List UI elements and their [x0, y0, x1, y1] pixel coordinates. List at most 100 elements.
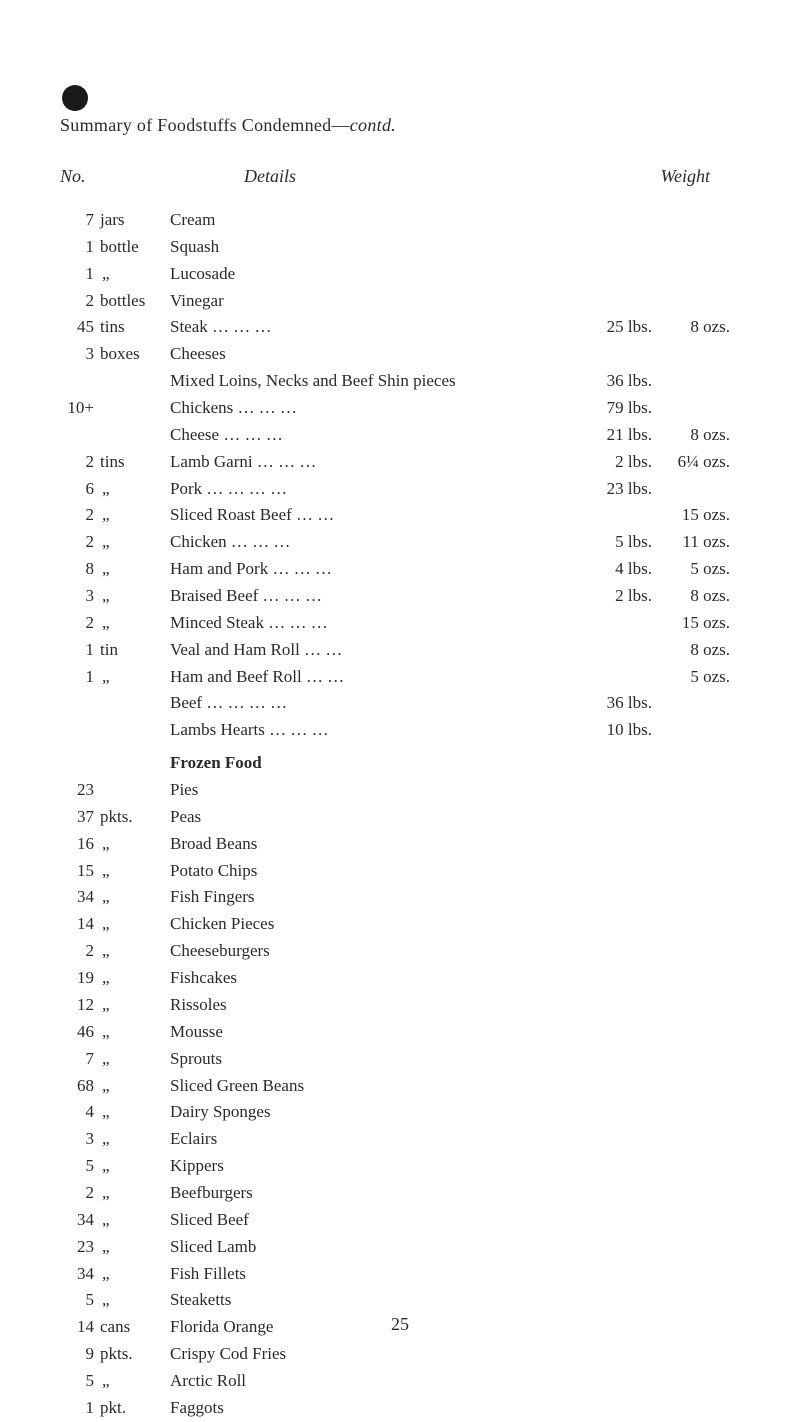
- table-row: 68„Sliced Green Beans: [60, 1073, 730, 1100]
- bullet-decoration: [62, 85, 88, 111]
- table-row: 5„Arctic Roll: [60, 1368, 730, 1395]
- cell-qty: 4: [60, 1099, 100, 1126]
- cell-unit: jars: [100, 207, 170, 234]
- cell-qty: 3: [60, 1126, 100, 1153]
- cell-ozs: 8 ozs.: [652, 422, 730, 449]
- cell-unit: „: [100, 1287, 170, 1314]
- cell-details: Kippers: [170, 1153, 730, 1180]
- cell-lbs: 4 lbs.: [572, 556, 652, 583]
- table-row: 8„Ham and Pork … … …4 lbs.5 ozs.: [60, 556, 730, 583]
- cell-details: Ham and Beef Roll … …: [170, 664, 572, 691]
- cell-qty: 68: [60, 1073, 100, 1100]
- table-row: Mixed Loins, Necks and Beef Shin pieces3…: [60, 368, 730, 395]
- cell-qty: 10+: [60, 395, 100, 422]
- cell-details: Beefburgers: [170, 1180, 730, 1207]
- table-row: 1tinVeal and Ham Roll … …8 ozs.: [60, 637, 730, 664]
- table-row: 45tinsSteak … … …25 lbs.8 ozs.: [60, 314, 730, 341]
- table-row: 2„Sliced Roast Beef … …15 ozs.: [60, 502, 730, 529]
- cell-details: Steak … … …: [170, 314, 572, 341]
- cell-details: Fishcakes: [170, 965, 730, 992]
- table-row: Beef … … … …36 lbs.: [60, 690, 730, 717]
- cell-details: Lucosade: [170, 261, 572, 288]
- cell-lbs: 10 lbs.: [572, 717, 652, 744]
- cell-qty: 2: [60, 938, 100, 965]
- table-row: 34„Sliced Beef: [60, 1207, 730, 1234]
- cell-unit: „: [100, 1368, 170, 1395]
- table-row: 19„Fishcakes: [60, 965, 730, 992]
- cell-qty: 2: [60, 288, 100, 315]
- table-row: 1bottleSquash: [60, 234, 730, 261]
- frozen-food-heading: Frozen Food: [170, 750, 730, 777]
- cell-qty: 16: [60, 831, 100, 858]
- title-text: Summary of Foodstuffs Condemned—: [60, 115, 350, 135]
- cell-unit: „: [100, 1073, 170, 1100]
- cell-unit: „: [100, 610, 170, 637]
- cell-details: Lamb Garni … … …: [170, 449, 572, 476]
- cell-details: Chicken … … …: [170, 529, 572, 556]
- cell-details: Braised Beef … … …: [170, 583, 572, 610]
- table-row: 3boxesCheeses: [60, 341, 730, 368]
- table-row: 2„Beefburgers: [60, 1180, 730, 1207]
- cell-details: Ham and Pork … … …: [170, 556, 572, 583]
- cell-qty: 2: [60, 529, 100, 556]
- cell-lbs: 2 lbs.: [572, 583, 652, 610]
- table-row: 2„Cheeseburgers: [60, 938, 730, 965]
- cell-qty: 5: [60, 1153, 100, 1180]
- cell-details: Mousse: [170, 1019, 730, 1046]
- cell-details: Fish Fillets: [170, 1261, 730, 1288]
- cell-details: Chicken Pieces: [170, 911, 730, 938]
- cell-qty: 2: [60, 502, 100, 529]
- cell-lbs: 2 lbs.: [572, 449, 652, 476]
- table-row: 9pkts.Crispy Cod Fries: [60, 1341, 730, 1368]
- cell-unit: „: [100, 529, 170, 556]
- cell-details: Vinegar: [170, 288, 572, 315]
- cell-unit: „: [100, 1099, 170, 1126]
- cell-unit: „: [100, 992, 170, 1019]
- cell-details: Cream: [170, 207, 572, 234]
- table-row: 5„Steaketts: [60, 1287, 730, 1314]
- table-row: 14„Chicken Pieces: [60, 911, 730, 938]
- cell-qty: 45: [60, 314, 100, 341]
- cell-unit: „: [100, 965, 170, 992]
- cell-qty: 6: [60, 476, 100, 503]
- table-row: 1pkt.Faggots: [60, 1395, 730, 1422]
- cell-details: Potato Chips: [170, 858, 730, 885]
- cell-unit: „: [100, 664, 170, 691]
- cell-qty: 7: [60, 207, 100, 234]
- cell-qty: 1: [60, 664, 100, 691]
- table-row: 37pkts.Peas: [60, 804, 730, 831]
- cell-unit: tins: [100, 314, 170, 341]
- cell-qty: 1: [60, 637, 100, 664]
- cell-qty: 14: [60, 911, 100, 938]
- table-header: No. Details Weight: [60, 166, 730, 187]
- cell-details: Eclairs: [170, 1126, 730, 1153]
- cell-details: Cheeseburgers: [170, 938, 730, 965]
- cell-unit: „: [100, 1234, 170, 1261]
- cell-unit: „: [100, 1207, 170, 1234]
- header-no: No.: [60, 166, 110, 187]
- cell-unit: „: [100, 583, 170, 610]
- cell-details: Sliced Lamb: [170, 1234, 730, 1261]
- cell-details: Sliced Beef: [170, 1207, 730, 1234]
- table-row: 2tinsLamb Garni … … …2 lbs.6¼ ozs.: [60, 449, 730, 476]
- cell-unit: „: [100, 1153, 170, 1180]
- cell-ozs: 6¼ ozs.: [652, 449, 730, 476]
- cell-ozs: 5 ozs.: [652, 556, 730, 583]
- table-row: 34„Fish Fingers: [60, 884, 730, 911]
- cell-qty: 1: [60, 261, 100, 288]
- cell-details: Pork … … … …: [170, 476, 572, 503]
- cell-details: Cheese … … …: [170, 422, 572, 449]
- cell-qty: 5: [60, 1368, 100, 1395]
- table-row: 46„Mousse: [60, 1019, 730, 1046]
- header-weight: Weight: [430, 166, 730, 187]
- cell-details: Mixed Loins, Necks and Beef Shin pieces: [170, 368, 572, 395]
- cell-unit: „: [100, 1180, 170, 1207]
- table-row: Lambs Hearts … … …10 lbs.: [60, 717, 730, 744]
- table-row: 34„Fish Fillets: [60, 1261, 730, 1288]
- cell-unit: pkts.: [100, 804, 170, 831]
- table-row: 5„Kippers: [60, 1153, 730, 1180]
- cell-qty: 9: [60, 1341, 100, 1368]
- cell-qty: 34: [60, 884, 100, 911]
- cell-qty: 2: [60, 610, 100, 637]
- cell-ozs: 8 ozs.: [652, 583, 730, 610]
